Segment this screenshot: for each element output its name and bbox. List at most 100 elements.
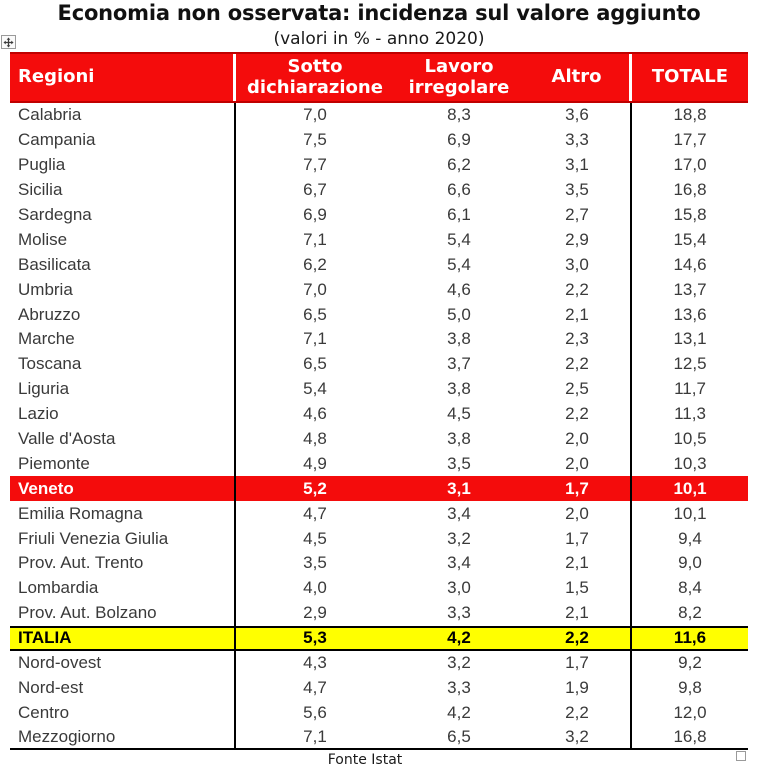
region-cell: Nord-est [10,675,236,701]
region-cell: Toscana [10,351,236,377]
value-cell: 9,0 [678,553,702,573]
value-cell: 2,2 [524,401,632,427]
region-cell: Abruzzo [10,302,236,328]
value-cell: 7,1 [303,726,327,746]
value-cell: 2,3 [524,327,632,352]
value-cell: 5,0 [447,304,471,324]
page-title: Economia non osservata: incidenza sul va… [57,1,701,25]
value-cell: 3,7 [447,354,471,374]
value-cell: 2,1 [524,600,632,626]
value-cell: 16,8 [673,180,707,200]
value-cell: 2,0 [524,426,632,452]
table-row: Sardegna 6,9 6,1 2,7 15,8 [10,202,748,228]
value-cell: 7,5 [303,130,327,150]
value-cell: 5,4 [303,379,327,399]
value-cell: 3,3 [447,603,471,623]
table-row: Veneto 5,2 3,1 1,7 10,1 [10,476,748,502]
table-resize-handle[interactable] [736,751,746,761]
value-cell: 2,5 [524,376,632,402]
region-cell: Centro [10,700,236,726]
source-note: Fonte Istat [327,752,403,768]
move-icon [3,36,14,48]
value-cell: 3,4 [447,553,471,573]
table-row: Umbria 7,0 4,6 2,2 13,7 [10,277,748,303]
value-cell: 13,7 [673,279,707,299]
region-cell: Sardegna [10,202,236,228]
region-cell: Prov. Aut. Trento [10,551,236,576]
region-cell: Molise [10,227,236,253]
value-cell: 3,3 [447,677,471,697]
value-cell: 5,4 [447,254,471,274]
value-cell: 3,5 [524,177,632,203]
column-header-totale: TOTALE [632,54,748,101]
column-header-lavoro-irregolare: Lavoro irregolare [394,54,524,101]
value-cell: 6,5 [447,726,471,746]
table-row: Basilicata 6,2 5,4 3,0 14,6 [10,252,748,278]
region-cell: Sicilia [10,177,236,203]
table-row: Emilia Romagna 4,7 3,4 2,0 10,1 [10,501,748,527]
column-header-regioni: Regioni [10,54,236,101]
region-cell: Campania [10,127,236,153]
region-cell: Emilia Romagna [10,501,236,527]
column-header-altro: Altro [524,54,632,101]
value-cell: 4,7 [303,677,327,697]
value-cell: 1,7 [524,526,632,552]
value-cell: 7,1 [303,229,327,249]
table-row: Valle d'Aosta 4,8 3,8 2,0 10,5 [10,426,748,452]
value-cell: 7,1 [303,329,327,349]
value-cell: 11,6 [632,627,748,649]
value-cell: 5,3 [236,627,394,649]
value-cell: 2,2 [524,277,632,303]
region-cell: Prov. Aut. Bolzano [10,600,236,626]
table-row: Campania 7,5 6,9 3,3 17,7 [10,127,748,153]
value-cell: 4,8 [303,429,327,449]
table-row: Liguria 5,4 3,8 2,5 11,7 [10,376,748,402]
data-table: Regioni Sotto dichiarazione Lavoro irreg… [10,52,748,751]
table-header-row: Regioni Sotto dichiarazione Lavoro irreg… [10,52,748,103]
value-cell: 3,8 [447,329,471,349]
table-row: Centro 5,6 4,2 2,2 12,0 [10,700,748,726]
value-cell: 9,4 [678,528,702,548]
value-cell: 2,9 [303,603,327,623]
value-cell: 3,5 [303,553,327,573]
value-cell: 5,2 [236,476,394,502]
value-cell: 4,9 [303,453,327,473]
value-cell: 3,2 [447,528,471,548]
value-cell: 5,4 [447,229,471,249]
region-cell: Lazio [10,401,236,427]
value-cell: 2,2 [524,627,632,649]
value-cell: 16,8 [673,726,707,746]
table-row: Abruzzo 6,5 5,0 2,1 13,6 [10,302,748,328]
region-cell: Friuli Venezia Giulia [10,526,236,552]
value-cell: 12,0 [673,702,707,722]
value-cell: 10,3 [673,453,707,473]
value-cell: 2,9 [524,227,632,253]
value-cell: 3,0 [524,252,632,278]
table-row: Prov. Aut. Trento 3,5 3,4 2,1 9,0 [10,551,748,576]
value-cell: 10,1 [632,476,748,502]
value-cell: 6,9 [303,205,327,224]
value-cell: 3,8 [447,379,471,399]
value-cell: 7,0 [303,279,327,299]
value-cell: 4,2 [447,702,471,722]
table-row: Friuli Venezia Giulia 4,5 3,2 1,7 9,4 [10,526,748,552]
value-cell: 3,8 [447,429,471,449]
value-cell: 8,4 [678,578,702,598]
value-cell: 10,1 [673,503,707,523]
value-cell: 6,2 [447,155,471,175]
value-cell: 6,5 [303,304,327,324]
value-cell: 4,2 [394,627,524,649]
value-cell: 3,1 [394,476,524,502]
table-row: Molise 7,1 5,4 2,9 15,4 [10,227,748,253]
value-cell: 1,9 [524,675,632,701]
value-cell: 2,2 [524,351,632,377]
table-row: Sicilia 6,7 6,6 3,5 16,8 [10,177,748,203]
table-row: Mezzogiorno 7,1 6,5 3,2 16,8 [10,725,748,751]
page-subtitle: (valori in % - anno 2020) [273,29,485,49]
region-cell: Veneto [10,476,236,502]
value-cell: 1,5 [524,575,632,601]
region-cell: Valle d'Aosta [10,426,236,452]
table-move-handle[interactable] [1,35,16,49]
region-cell: Mezzogiorno [10,725,236,749]
value-cell: 4,7 [303,503,327,523]
